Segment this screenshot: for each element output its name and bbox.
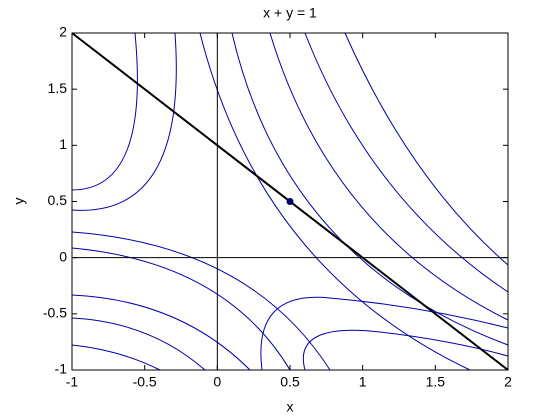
x-tick-label: 0.5 <box>280 374 300 390</box>
contour <box>71 32 177 211</box>
contour <box>71 344 161 371</box>
contours <box>71 32 509 371</box>
contour <box>71 294 251 371</box>
x-axis-label: x <box>287 399 294 415</box>
x-tick-label: 1.5 <box>426 374 446 390</box>
chart-title: x + y = 1 <box>263 5 317 21</box>
contour <box>231 32 509 346</box>
contour <box>71 32 138 191</box>
y-tick-label: 1.5 <box>48 80 68 96</box>
x-tick-label: -0.5 <box>133 374 157 390</box>
y-tick-label: 1 <box>59 136 67 152</box>
y-axis-label: y <box>11 198 27 205</box>
y-tick-label: 0.5 <box>48 192 68 208</box>
contour <box>304 32 509 293</box>
contour <box>71 317 206 371</box>
contour <box>302 329 509 371</box>
y-tick-label: 0 <box>59 248 67 264</box>
optimum-point <box>286 198 294 205</box>
contour <box>71 247 291 371</box>
contour <box>260 296 509 371</box>
contour <box>199 32 471 371</box>
y-tick-label: -0.5 <box>43 305 67 321</box>
x-tick-label: 1 <box>359 374 367 390</box>
y-tick-label: 2 <box>59 24 67 40</box>
y-tick-label: -1 <box>55 361 68 377</box>
x-tick-label: -1 <box>66 374 79 390</box>
contour <box>344 32 509 266</box>
x-tick-label: 2 <box>504 374 512 390</box>
x-tick-label: 0 <box>213 374 221 390</box>
contour <box>71 231 331 371</box>
contour <box>269 32 509 321</box>
